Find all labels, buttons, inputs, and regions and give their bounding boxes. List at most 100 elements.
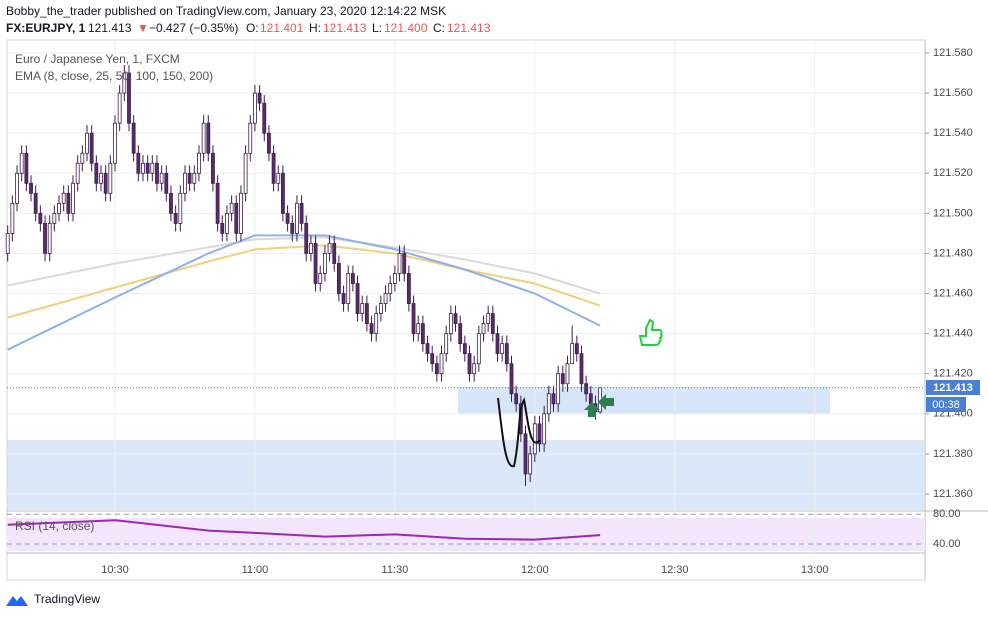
rsi-band	[7, 518, 925, 551]
candle-body	[425, 343, 430, 355]
candle-body	[89, 132, 94, 164]
support-zone	[7, 440, 925, 510]
candle-body	[565, 363, 570, 385]
candle-body	[355, 283, 360, 314]
candle-body	[369, 323, 374, 335]
candle-body	[570, 343, 575, 365]
candle-body	[584, 383, 589, 395]
candle-body	[19, 152, 24, 174]
left-arrow	[598, 394, 614, 410]
change: −0.427 (−0.35%)	[149, 21, 238, 35]
high-label: H:	[309, 21, 321, 35]
logo: TradingView	[6, 592, 100, 606]
candle-body	[313, 243, 318, 284]
candle-body	[546, 393, 551, 415]
candle-body	[388, 283, 393, 294]
candle-body	[103, 172, 108, 194]
y-tick-label: 121.380	[933, 448, 973, 460]
candle-body	[430, 353, 435, 365]
candle-body	[467, 353, 472, 375]
x-tick-label: 13:00	[801, 564, 829, 576]
y-tick-label: 121.520	[933, 167, 973, 179]
rsi-legend: RSI (14, close)	[15, 519, 94, 533]
candle-body	[169, 192, 173, 214]
candle-body	[411, 303, 416, 335]
candle-body	[318, 273, 323, 284]
y-tick-label: 121.540	[933, 127, 973, 139]
x-tick-label: 10:30	[101, 564, 129, 576]
y-tick-label: 121.460	[933, 287, 973, 299]
candle-body	[420, 323, 425, 345]
candle-body	[434, 363, 439, 375]
ema-line	[7, 236, 601, 295]
publisher: Bobby_the_trader published on TradingVie…	[6, 4, 446, 18]
brand: TradingView	[34, 592, 100, 606]
candle-body	[523, 433, 528, 475]
candle-body	[262, 102, 267, 134]
candle-body	[122, 72, 127, 94]
rsi-tick-label: 80.00	[933, 508, 961, 520]
candle-body	[374, 313, 379, 335]
candle-body	[281, 172, 285, 214]
candle-body	[220, 222, 225, 234]
candle-body	[276, 172, 281, 184]
candle-body	[392, 273, 397, 284]
candle-body	[136, 152, 141, 174]
rsi-line	[7, 519, 601, 541]
candle-body	[239, 192, 243, 234]
candle-body	[178, 192, 183, 224]
open-label: O:	[246, 21, 259, 35]
candle-body	[127, 72, 131, 124]
candle-body	[495, 333, 500, 355]
candle-body	[514, 393, 519, 405]
candle-body	[542, 413, 547, 445]
candle-body	[290, 222, 295, 234]
candle-body	[215, 182, 220, 224]
candle-body	[15, 172, 19, 204]
candle-body	[94, 162, 99, 184]
candle-body	[159, 172, 164, 184]
candle-body	[360, 303, 365, 314]
candle-body	[295, 202, 299, 234]
candle-body	[173, 212, 178, 224]
up-arrow	[584, 402, 600, 417]
candle-body	[406, 273, 411, 304]
candle-body	[458, 323, 463, 345]
y-tick-label: 121.580	[933, 47, 973, 59]
candle-body	[85, 132, 89, 154]
candle-body	[486, 313, 491, 325]
candle-body	[183, 172, 187, 194]
candle-body	[248, 122, 253, 154]
candle-body	[439, 353, 444, 375]
candle-body	[556, 373, 561, 405]
candle-body	[327, 243, 332, 254]
candle-body	[560, 373, 565, 385]
thumbs-up-icon	[638, 318, 663, 346]
candle-body	[332, 243, 337, 264]
candle-body	[402, 253, 407, 274]
candle-body	[192, 172, 197, 184]
x-tick-label: 12:30	[661, 564, 689, 576]
candle-body	[71, 182, 75, 214]
x-tick-label: 11:30	[382, 564, 409, 576]
entry-zone	[458, 387, 830, 414]
candle-body	[150, 162, 155, 174]
candle-body	[187, 172, 192, 184]
candle-body	[243, 152, 248, 194]
x-tick-label: 12:00	[521, 564, 549, 576]
candle-body	[453, 313, 458, 325]
candle-body	[504, 343, 509, 365]
candle-body	[509, 363, 514, 395]
candle-body	[117, 92, 122, 124]
candle-body	[416, 323, 421, 335]
candle-body	[10, 202, 15, 234]
candle-body	[537, 423, 542, 445]
header: Bobby_the_trader published on TradingVie…	[6, 4, 491, 35]
close-label: C:	[433, 21, 445, 35]
logo-icon	[6, 596, 28, 606]
countdown-badge	[926, 397, 966, 412]
candle-body	[472, 363, 477, 375]
candle-body	[448, 313, 453, 335]
